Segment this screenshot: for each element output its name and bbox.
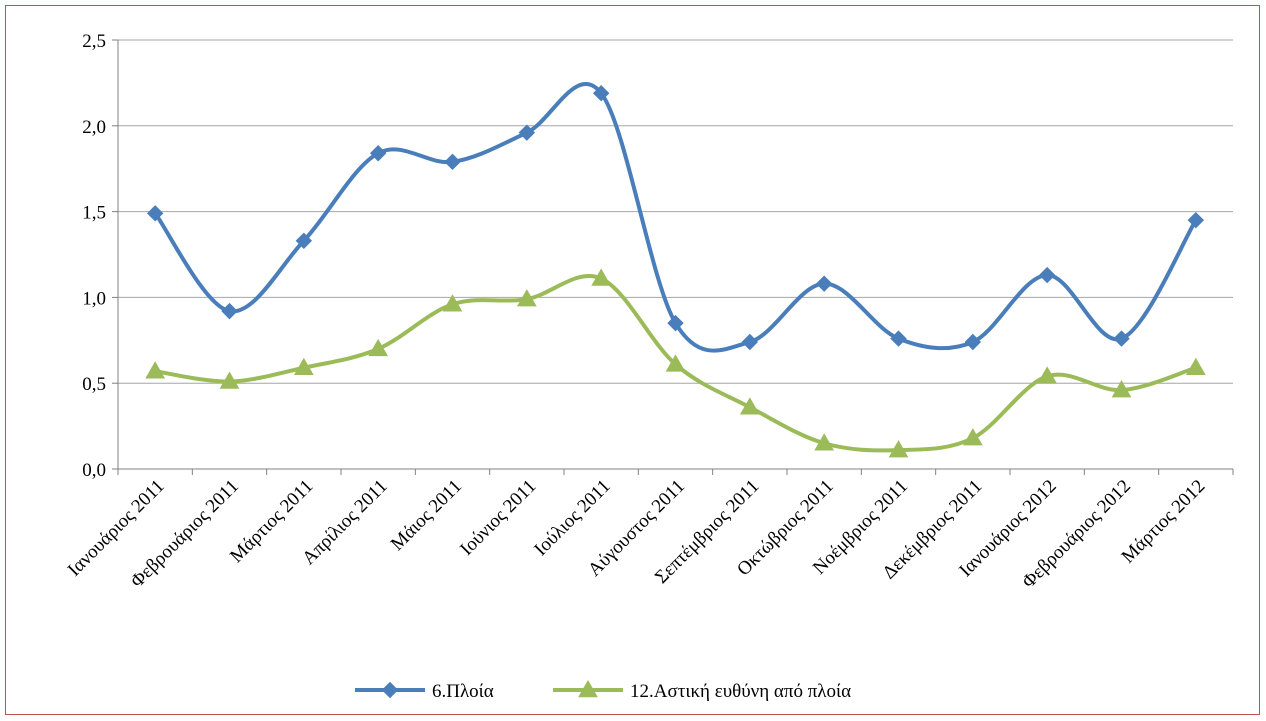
data-point	[219, 371, 240, 389]
chart-frame	[5, 5, 1260, 715]
y-tick-label: 2,0	[82, 117, 106, 138]
data-point	[442, 294, 463, 312]
data-point	[1187, 211, 1205, 229]
y-tick-label: 0,5	[82, 374, 106, 395]
y-tick-label: 1,0	[82, 288, 106, 309]
data-point	[665, 354, 686, 372]
legend-marker	[578, 679, 598, 698]
data-point	[890, 330, 907, 347]
legend-label: 12.Αστική ευθύνη από πλοία	[630, 681, 851, 702]
data-point	[444, 153, 461, 171]
legend-marker	[381, 681, 399, 699]
gridlines	[118, 39, 1233, 384]
data-point	[1113, 330, 1130, 347]
data-point	[516, 289, 537, 307]
data-point	[964, 333, 982, 351]
series-markers	[145, 84, 1206, 458]
data-point	[221, 302, 238, 320]
data-point	[962, 428, 983, 446]
series-line-1	[153, 82, 1198, 353]
data-point	[1037, 366, 1058, 384]
data-point	[667, 314, 684, 332]
data-point	[1038, 266, 1056, 284]
data-point	[1111, 380, 1132, 398]
y-tick-labels: 0,0 0,5 1,0 1,5 2,0 2,5	[82, 31, 106, 481]
y-tick-label: 0,0	[82, 460, 106, 481]
data-point	[1185, 357, 1206, 376]
data-point	[295, 232, 313, 249]
data-point	[145, 361, 166, 379]
legend: 6.Πλοία 12.Αστική ευθύνη από πλοία	[355, 679, 851, 702]
data-point	[293, 357, 314, 376]
axes	[112, 39, 1234, 475]
data-point	[739, 397, 760, 415]
data-point	[592, 84, 610, 102]
y-tick-label: 1,5	[82, 203, 106, 224]
data-point	[368, 338, 389, 357]
legend-item-2: 12.Αστική ευθύνη από πλοία	[553, 679, 851, 702]
data-point	[815, 275, 833, 292]
data-point	[518, 124, 536, 141]
legend-item-1: 6.Πλοία	[355, 681, 494, 702]
data-point	[814, 433, 835, 451]
data-point	[591, 268, 612, 286]
legend-label: 6.Πλοία	[432, 681, 494, 702]
data-point	[888, 440, 909, 458]
series-lines	[153, 82, 1198, 453]
data-point	[369, 145, 387, 162]
y-tick-label: 2,5	[82, 31, 106, 52]
x-tick-label: Μάιος 2011	[387, 476, 466, 555]
data-point	[741, 333, 759, 351]
data-point	[146, 205, 164, 222]
x-tick-label: Ιούνιος 2011	[456, 476, 540, 560]
